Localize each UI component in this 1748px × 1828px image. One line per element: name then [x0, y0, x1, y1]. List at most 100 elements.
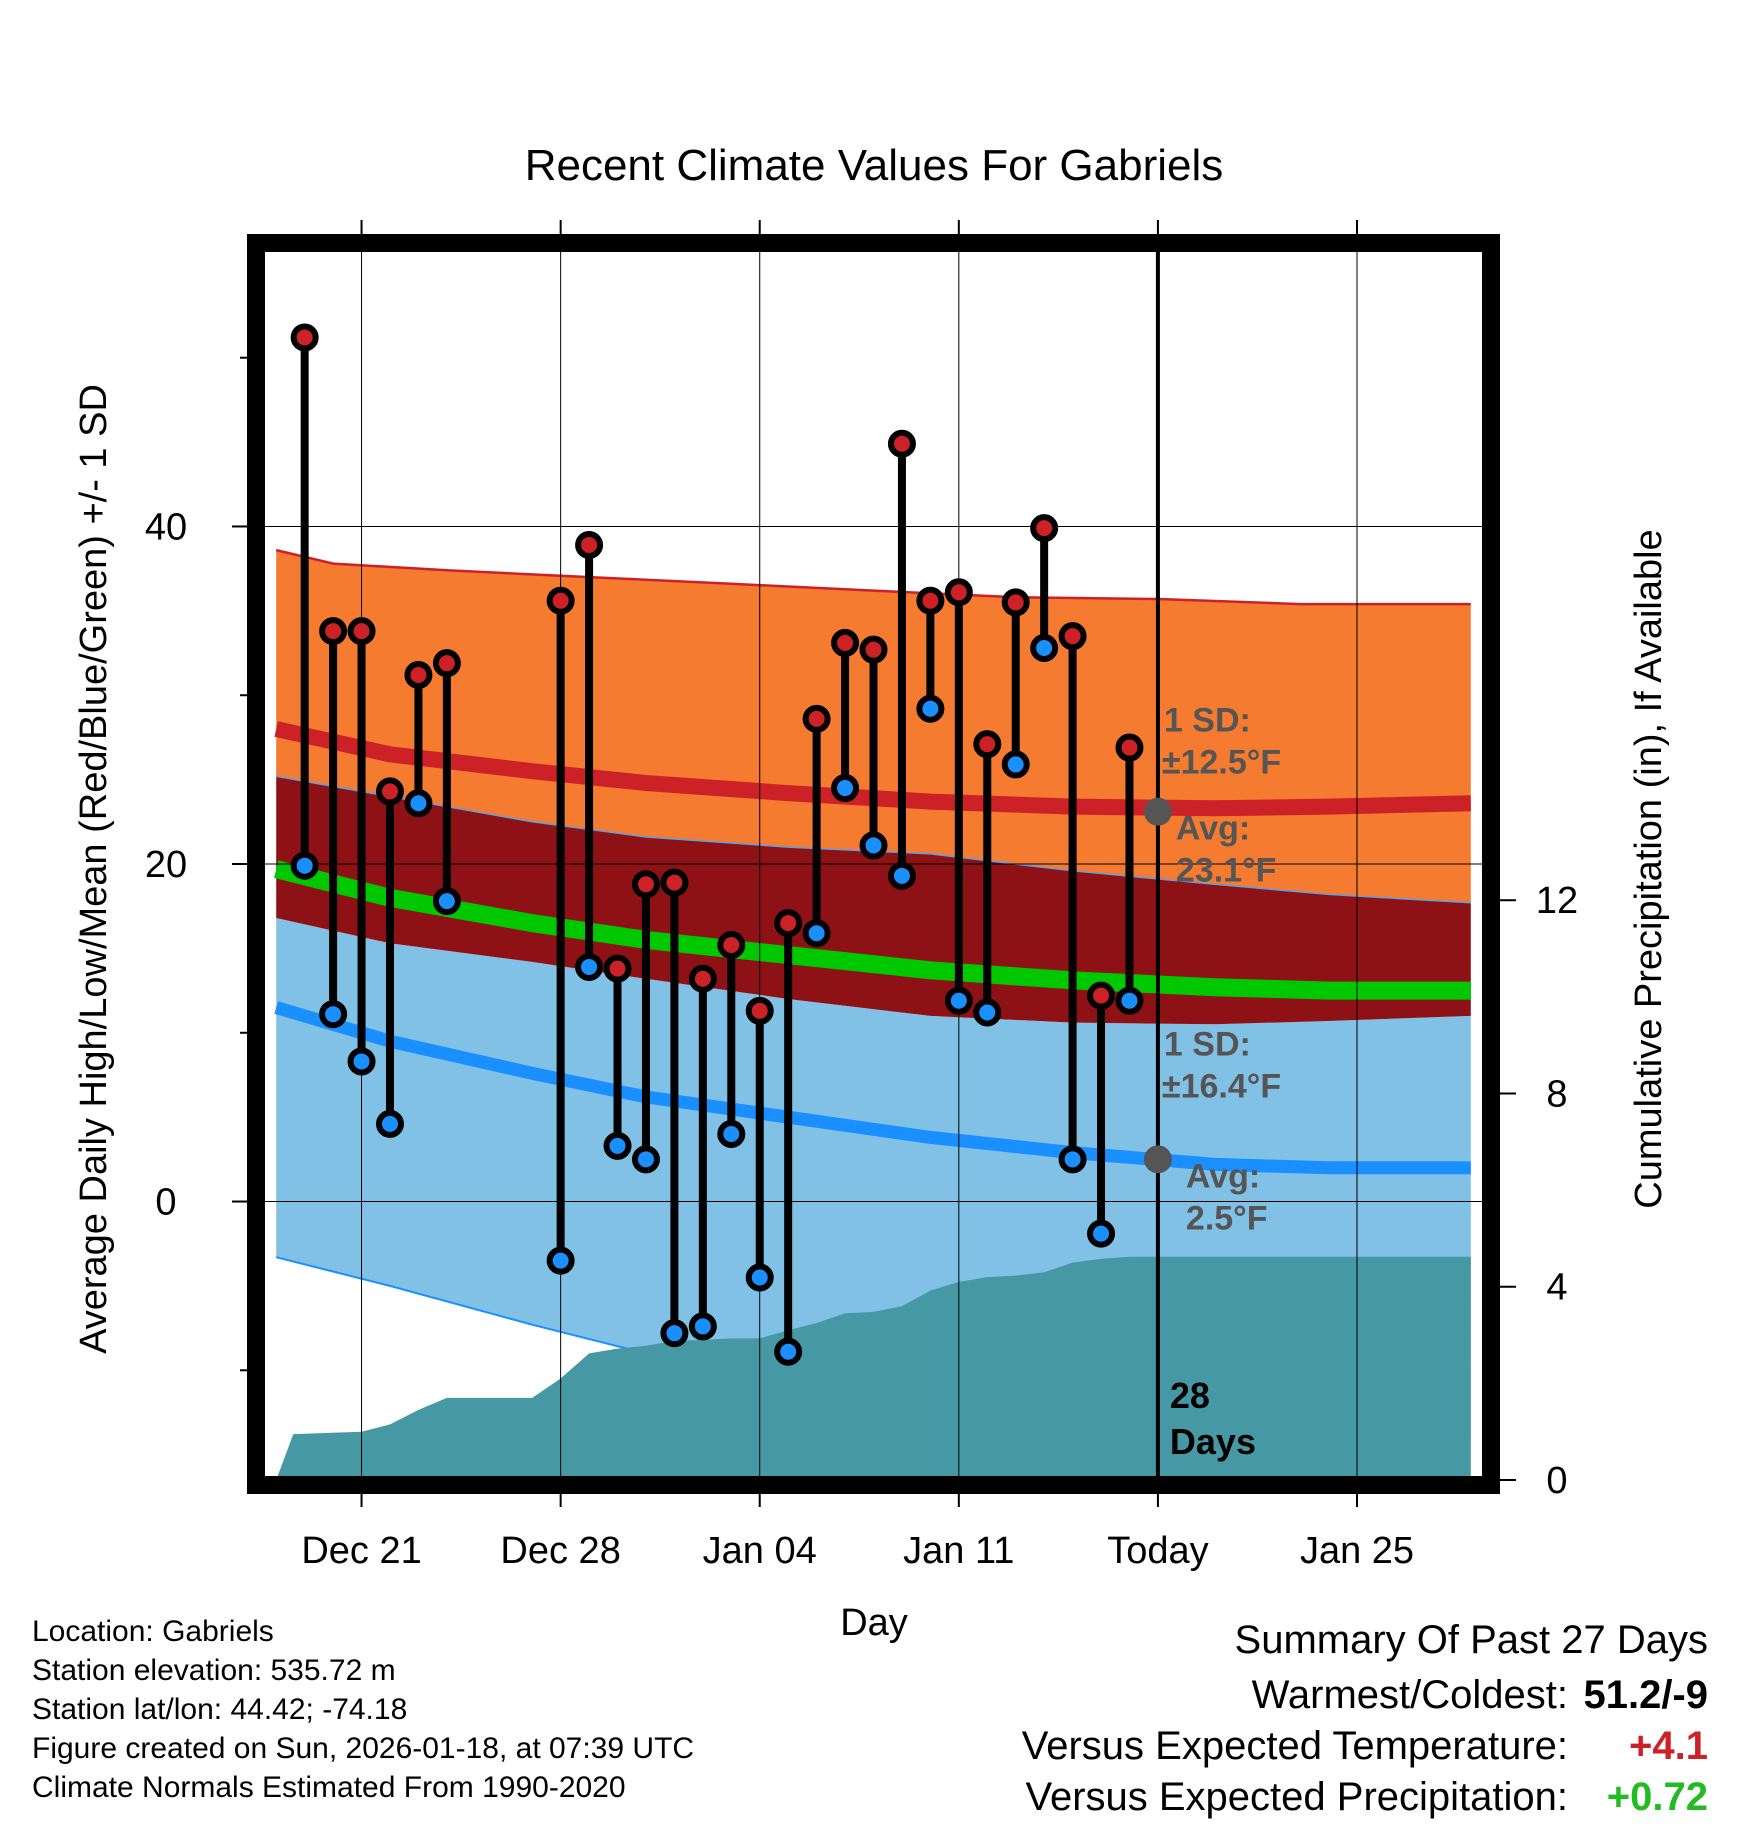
daily-high-point [973, 730, 1002, 759]
daily-low-point [319, 1000, 348, 1029]
y2-tick-label: 8 [1546, 1073, 1567, 1115]
daily-low-point [1087, 1219, 1116, 1248]
daily-low-point [347, 1047, 376, 1076]
summary-title: Summary Of Past 27 Days [1234, 1618, 1708, 1662]
daily-low-point [290, 851, 319, 880]
daily-low-point [831, 774, 860, 803]
temp-vs-expected-value: +4.1 [1629, 1724, 1708, 1768]
daily-low-point [944, 986, 973, 1015]
high-sd-upper-edge [275, 548, 1471, 606]
daily-high-point [319, 617, 348, 646]
daily-high-point [347, 617, 376, 646]
warmest-coldest-value: 51.2/-9 [1583, 1673, 1708, 1717]
daily-low-point [1001, 750, 1030, 779]
precipitation-area [276, 1256, 1471, 1480]
x-tick-label: Dec 21 [301, 1530, 421, 1572]
daily-low-point [774, 1337, 803, 1366]
y-tick-label: 0 [155, 1182, 176, 1224]
y2-tick-label: 4 [1546, 1267, 1567, 1309]
low-avg-marker [1143, 1145, 1172, 1174]
normal-mean-line [273, 860, 1471, 1000]
x-tick-label: Jan 04 [703, 1530, 817, 1572]
latlon-text: Station lat/lon: 44.42; -74.18 [32, 1693, 408, 1726]
daily-low-point [717, 1120, 746, 1149]
high-avg-marker [1143, 797, 1172, 826]
created-text: Figure created on Sun, 2026-01-18, at 07… [32, 1732, 695, 1765]
daily-low-point [375, 1109, 404, 1138]
y2-tick-label: 0 [1546, 1460, 1567, 1502]
y-tick-label: 40 [145, 506, 187, 548]
days-word-label: Days [1170, 1421, 1256, 1462]
high-avg-value-annotation: 23.1°F [1176, 852, 1277, 890]
y-tick-label: 20 [145, 844, 187, 886]
elevation-text: Station elevation: 535.72 m [32, 1654, 396, 1687]
normals-text: Climate Normals Estimated From 1990-2020 [32, 1771, 626, 1804]
daily-low-point [603, 1131, 632, 1160]
plot-area: 1 SD: ±12.5°F Avg: 23.1°F 1 SD: ±16.4°F Avg: 2.… [262, 248, 1485, 1480]
daily-high-point [631, 870, 660, 899]
y2-axis-label: Cumulative Precipitation (in), If Availa… [1628, 529, 1670, 1208]
normal-low-line [274, 1001, 1471, 1175]
daily-low-point [660, 1319, 689, 1348]
precip-vs-expected-value: +0.72 [1606, 1775, 1708, 1819]
summary-panel: Summary Of Past 27 Days Warmest/Coldest:… [808, 1618, 1708, 1826]
daily-high-point [944, 578, 973, 607]
daily-high-point [546, 586, 575, 615]
low-sd-annotation: 1 SD: [1164, 1025, 1251, 1063]
daily-low-point [432, 887, 461, 916]
daily-high-point [1058, 622, 1087, 651]
daily-low-point [887, 861, 916, 890]
daily-high-point [1087, 981, 1116, 1010]
daily-high-point [859, 635, 888, 664]
days-count-label: 28 [1170, 1375, 1210, 1416]
warmest-coldest-row: Warmest/Coldest: 51.2/-9 [808, 1673, 1708, 1724]
high-sd-annotation: 1 SD: [1164, 702, 1251, 740]
x-tick-label: Jan 25 [1300, 1530, 1414, 1572]
temp-vs-expected-row: Versus Expected Temperature: +4.1 [808, 1724, 1708, 1775]
daily-low-point [745, 1263, 774, 1292]
daily-high-point [717, 931, 746, 960]
warmest-coldest-label: Warmest/Coldest: [1251, 1673, 1568, 1717]
daily-high-point [774, 909, 803, 938]
y2-tick-label: 12 [1536, 880, 1578, 922]
daily-high-point [887, 429, 916, 458]
daily-low-point [973, 998, 1002, 1027]
low-avg-annotation: Avg: [1186, 1157, 1260, 1195]
daily-high-point [432, 649, 461, 678]
x-tick-label: Dec 28 [500, 1530, 620, 1572]
daily-low-point [1115, 986, 1144, 1015]
daily-high-point [660, 868, 689, 897]
daily-high-point [1001, 588, 1030, 617]
daily-low-point [1058, 1145, 1087, 1174]
daily-high-point [745, 996, 774, 1025]
daily-high-point [575, 531, 604, 560]
daily-low-point [802, 919, 831, 948]
y-axis-label: Average Daily High/Low/Mean (Red/Blue/Gr… [73, 384, 115, 1354]
normal-high-line [274, 721, 1471, 817]
daily-high-point [802, 704, 831, 733]
daily-high-point [603, 954, 632, 983]
daily-high-point [916, 586, 945, 615]
x-axis-label: Day [840, 1602, 908, 1644]
daily-low-point [1030, 633, 1059, 662]
x-tick-label: Jan 11 [903, 1530, 1014, 1572]
daily-low-point [859, 831, 888, 860]
station-info: Location: Gabriels Station elevation: 53… [32, 1612, 694, 1807]
daily-high-point [290, 323, 319, 352]
daily-high-point [688, 964, 717, 993]
precip-vs-expected-label: Versus Expected Precipitation: [1025, 1775, 1568, 1819]
high-sd-lower-edge [276, 775, 1471, 904]
daily-low-point [688, 1312, 717, 1341]
daily-low-point [631, 1145, 660, 1174]
daily-high-point [375, 777, 404, 806]
plot-frame [247, 234, 1500, 1494]
daily-high-point [1115, 733, 1144, 762]
daily-low-point [575, 952, 604, 981]
daily-low-point [546, 1246, 575, 1275]
overlap-band [276, 776, 1471, 1025]
daily-low-point [916, 694, 945, 723]
temp-vs-expected-label: Versus Expected Temperature: [1021, 1724, 1568, 1768]
low-avg-value-annotation: 2.5°F [1186, 1199, 1268, 1237]
daily-high-point [1030, 514, 1059, 543]
